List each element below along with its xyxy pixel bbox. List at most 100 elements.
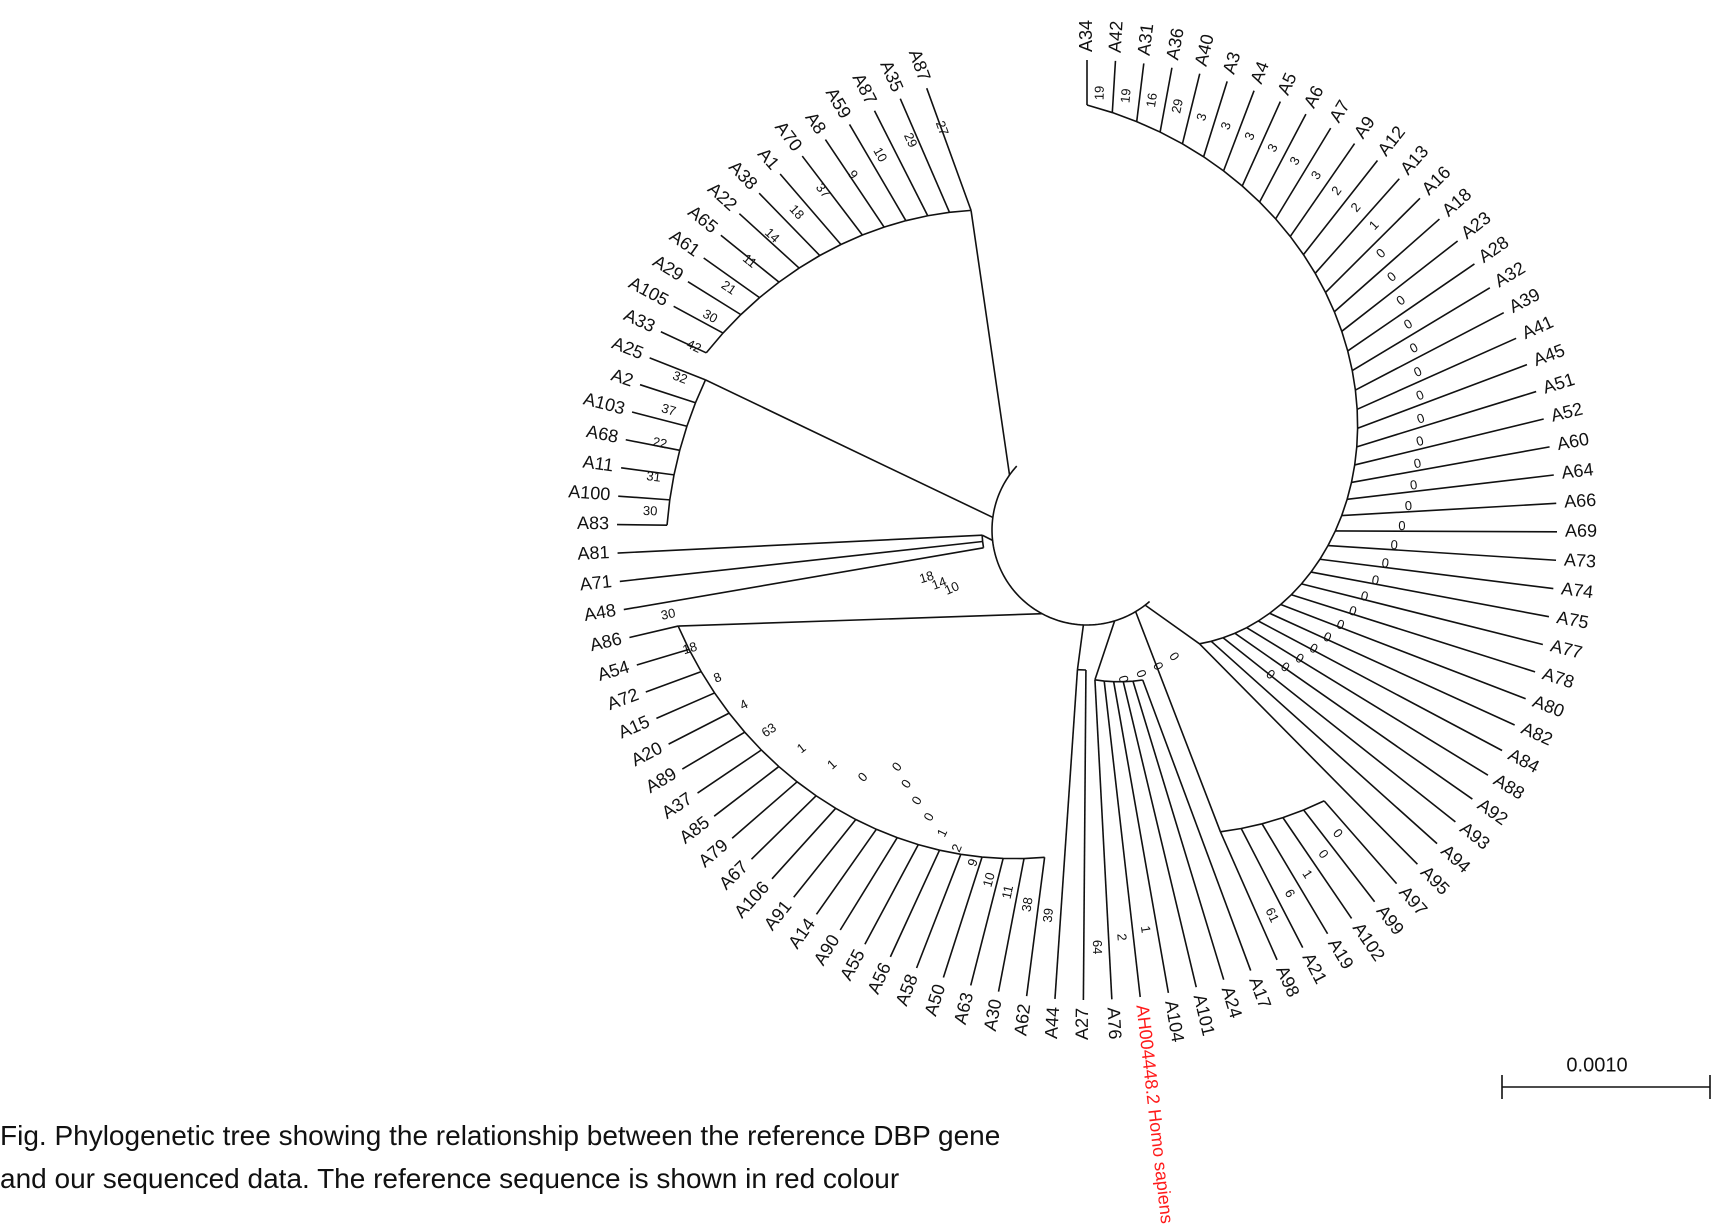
- bootstrap-value: 64: [1090, 940, 1105, 955]
- bootstrap-value: 0: [1315, 847, 1331, 862]
- bootstrap-value: 27: [933, 119, 952, 138]
- bootstrap-value: 3: [1193, 111, 1209, 122]
- branch: [687, 281, 742, 316]
- branch: [1302, 809, 1376, 903]
- bootstrap-value: 31: [646, 468, 662, 485]
- bootstrap-value: 32: [671, 368, 690, 387]
- leaf-label: A65: [684, 201, 721, 237]
- branch: [1324, 197, 1421, 293]
- branch: [1357, 363, 1528, 430]
- bootstrap-value: 37: [660, 400, 678, 418]
- leaf-label: A83: [577, 513, 609, 533]
- branch: [1082, 669, 1087, 1000]
- leaf-label: A17: [1245, 974, 1275, 1011]
- branch: [1094, 620, 1116, 681]
- leaf-label: A14: [784, 914, 819, 952]
- bootstrap-value: 1: [824, 756, 839, 772]
- branch: [1341, 240, 1459, 332]
- branch-backbone: [677, 625, 1045, 860]
- branch: [1319, 558, 1554, 590]
- leaf-label: A70: [771, 117, 806, 155]
- bootstrap-value: 38: [1018, 896, 1035, 913]
- branch: [1234, 632, 1473, 800]
- bootstrap-value: 61: [1263, 905, 1283, 925]
- leaf-label: A5: [1273, 70, 1300, 98]
- leaf-label: A82: [1518, 718, 1555, 749]
- root-arc: [991, 465, 1151, 626]
- branch: [1222, 637, 1456, 823]
- bootstrap-value: 0: [1407, 340, 1421, 357]
- leaf-label: A89: [642, 763, 680, 797]
- leaf-label: A52: [1549, 399, 1585, 426]
- leaf-label: A19: [1324, 935, 1358, 973]
- branch: [824, 139, 885, 228]
- bootstrap-value: 3: [1264, 141, 1281, 154]
- branch: [1261, 823, 1329, 935]
- leaf-label: A98: [1272, 963, 1303, 1000]
- leaf-label: A80: [1530, 691, 1567, 721]
- leaf-label: A86: [588, 628, 624, 655]
- branch: [681, 731, 746, 770]
- bootstrap-value: 30: [700, 306, 720, 326]
- bootstrap-value: 0: [1384, 268, 1399, 284]
- leaf-label: A30: [980, 997, 1006, 1032]
- branch: [678, 612, 1043, 627]
- branch: [673, 305, 724, 334]
- branch: [1025, 857, 1046, 997]
- branch: [1282, 817, 1353, 919]
- leaf-label: A23: [1457, 207, 1495, 242]
- branch: [1302, 160, 1379, 256]
- branch: [660, 331, 707, 354]
- bootstrap-value: 0: [908, 793, 925, 807]
- leaf-label: A38: [725, 157, 762, 194]
- branch: [771, 807, 837, 880]
- branch: [1111, 60, 1117, 113]
- branch: [1258, 113, 1307, 203]
- branch: [656, 692, 715, 720]
- leaf-label: A88: [1490, 770, 1528, 804]
- leaf-label: A31: [1134, 22, 1158, 56]
- branch: [1323, 800, 1398, 885]
- bootstrap-value: 29: [1168, 97, 1186, 114]
- leaf-label: A93: [1456, 818, 1494, 854]
- branch: [1341, 502, 1557, 517]
- branch-backbone: [1220, 800, 1325, 833]
- branch: [705, 379, 994, 519]
- bootstrap-value: 0: [1307, 640, 1320, 657]
- branch: [1356, 337, 1517, 411]
- bootstrap-value: 42: [684, 336, 703, 356]
- bootstrap-value: 37: [813, 180, 834, 201]
- branch: [970, 210, 1011, 476]
- branch: [1355, 311, 1505, 391]
- bootstrap-value: 1: [794, 740, 809, 756]
- bootstrap-value: 19: [1117, 88, 1133, 104]
- bootstrap-value: 2: [1114, 933, 1130, 941]
- bootstrap-value: 4: [737, 696, 750, 713]
- branch: [1181, 73, 1201, 144]
- leaf-label: A50: [920, 982, 949, 1019]
- bootstrap-value: 18: [681, 639, 699, 658]
- leaf-label: A8: [801, 108, 830, 137]
- branch: [639, 383, 696, 404]
- phylogenetic-tree: A34 A42 A31 A36 A40 A3 A4 A5 A6A7A9A12A13A16A18A…: [568, 20, 1597, 1225]
- branch: [1301, 583, 1544, 646]
- branch: [839, 837, 898, 931]
- bootstrap-value: 14: [930, 574, 949, 593]
- leaf-label: A81: [577, 542, 610, 564]
- branch: [738, 213, 800, 269]
- branch: [942, 856, 983, 978]
- leaf-label: A55: [836, 946, 869, 984]
- leaf-label: A20: [628, 738, 666, 770]
- branch: [1159, 67, 1173, 133]
- leaf-label: A24: [1218, 984, 1246, 1020]
- branch: [1274, 127, 1332, 220]
- leaf-label: A104: [1161, 999, 1188, 1044]
- branch: [1134, 611, 1222, 833]
- leaf-label: A68: [585, 421, 620, 447]
- branch: [848, 124, 907, 222]
- leaf-label: A69: [1565, 521, 1597, 541]
- leaf-label: A41: [1519, 312, 1556, 343]
- leaf-label: A54: [595, 657, 631, 685]
- bootstrap-value: 18: [917, 568, 935, 587]
- branch: [864, 844, 920, 945]
